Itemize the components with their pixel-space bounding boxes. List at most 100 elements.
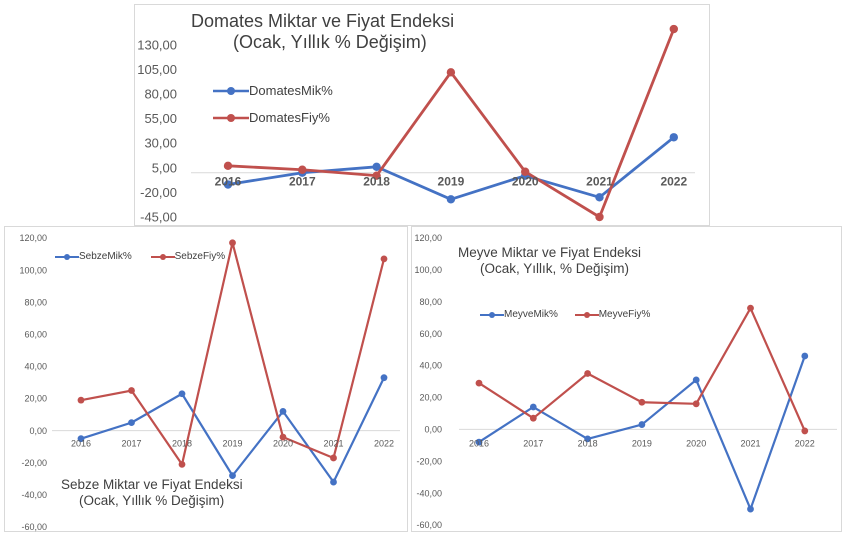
data-point [638, 421, 646, 428]
x-tick-label: 2018 [172, 439, 192, 449]
y-tick-label: 80,00 [144, 87, 177, 102]
chart-domates-title-line1: Domates Miktar ve Fiyat Endeksi [191, 11, 455, 31]
legend-marker-fiy [574, 311, 599, 318]
x-tick-label: 2017 [289, 175, 316, 189]
data-point [692, 376, 700, 384]
data-point [801, 427, 809, 435]
data-point [529, 414, 537, 422]
chart-sebze-title-line1: Sebze Miktar ve Fiyat Endeksi [61, 477, 243, 492]
data-point [595, 212, 604, 222]
y-tick-label: 60,00 [419, 329, 442, 339]
y-tick-label: -20,00 [140, 185, 177, 200]
legend-marker-fiy [150, 253, 175, 260]
data-point [446, 68, 456, 77]
x-tick-label: 2022 [660, 175, 687, 189]
chart-domates-title: Domates Miktar ve Fiyat Endeksi (Ocak, Y… [191, 11, 454, 52]
legend-item-meyve-fiy: MeyveFiy% [574, 309, 651, 320]
y-tick-label: 0,00 [424, 424, 442, 434]
legend-marker-mik [213, 86, 249, 95]
y-tick-label: 20,00 [24, 394, 47, 404]
x-tick-label: 2020 [273, 439, 293, 449]
data-point [521, 167, 530, 176]
legend-label-sebze-fiy: SebzeFiy% [174, 251, 226, 262]
data-point [475, 379, 483, 387]
legend-label-meyve-fiy: MeyveFiy% [598, 309, 651, 320]
legend-item-meyve-mik: MeyveMik% [480, 309, 558, 320]
y-tick-label: 5,00 [152, 160, 177, 175]
data-point [747, 304, 754, 312]
chart-sebze-legend: SebzeMik% SebzeFiy% [55, 251, 241, 265]
y-tick-label: -60,00 [416, 520, 442, 530]
data-point [595, 193, 604, 202]
data-point [229, 239, 236, 247]
data-point [380, 374, 388, 382]
chart-meyve-title-line2: (Ocak, Yıllık, % Değişim) [480, 260, 630, 276]
y-tick-label: -40,00 [21, 490, 47, 500]
chart-sebze-plot: 120,00 100,00 80,00 60,00 40,00 20,00 0,00 -20,… [19, 233, 400, 532]
x-tick-label: 2016 [71, 439, 91, 449]
data-point [178, 460, 186, 468]
data-point [330, 478, 337, 486]
y-tick-label: -45,00 [140, 210, 177, 225]
y-tick-label: 40,00 [24, 362, 47, 372]
legend-item-domates-fiy: DomatesFiy% [213, 110, 333, 125]
x-tick-label: 2019 [632, 438, 652, 448]
chart-sebze-title-line2: (Ocak, Yıllık % Değişim) [79, 492, 225, 508]
legend-label-domates-mik: DomatesMik% [249, 83, 333, 98]
legend-label-domates-fiy: DomatesFiy% [249, 110, 330, 125]
series-line-MeyveMik% [478, 355, 806, 511]
y-tick-label: 100,00 [414, 265, 442, 275]
data-point [279, 408, 287, 415]
data-point [475, 438, 483, 446]
y-tick-label: -60,00 [21, 522, 47, 532]
x-tick-label: 2016 [469, 438, 489, 448]
y-tick-label: 40,00 [419, 361, 442, 371]
data-point [380, 255, 388, 263]
y-tick-label: 130,00 [137, 37, 177, 52]
series-line-MeyveFiy% [478, 307, 806, 432]
data-point [128, 419, 135, 427]
x-tick-label: 2021 [323, 439, 343, 449]
x-tick-label: 2018 [363, 175, 390, 189]
chart-domates-legend: DomatesMik% DomatesFiy% [213, 83, 333, 137]
data-point [372, 162, 381, 172]
chart-sebze-title: Sebze Miktar ve Fiyat Endeksi (Ocak, Yıl… [61, 477, 243, 508]
legend-item-sebze-mik: SebzeMik% [55, 251, 132, 262]
chart-meyve-plot: 120,00 100,00 80,00 60,00 40,00 20,00 0,00 -20,… [414, 233, 837, 530]
chart-meyve-legend: MeyveMik% MeyveFiy% [480, 309, 664, 323]
y-tick-label: 80,00 [24, 297, 47, 307]
data-point [529, 403, 537, 411]
y-tick-label: 30,00 [144, 136, 177, 151]
data-point [223, 161, 233, 171]
data-point [229, 472, 236, 480]
y-tick-label: 120,00 [19, 233, 47, 243]
data-point [279, 433, 287, 441]
legend-marker-fiy [213, 113, 249, 122]
y-tick-label: -40,00 [416, 488, 442, 498]
y-tick-label: 100,00 [19, 265, 47, 275]
x-tick-label: 2020 [512, 175, 539, 189]
legend-marker-mik [480, 311, 504, 318]
x-tick-label: 2018 [578, 438, 598, 448]
chart-meyve: 120,00 100,00 80,00 60,00 40,00 20,00 0,00 -20,… [411, 226, 842, 532]
data-point [801, 352, 809, 360]
data-point [298, 165, 307, 174]
data-point [446, 195, 456, 204]
data-point [77, 396, 85, 404]
chart-domates-title-line2: (Ocak, Yıllık % Değişim) [233, 31, 427, 52]
x-tick-label: 2016 [215, 175, 242, 189]
data-point [638, 398, 646, 406]
data-point [372, 171, 381, 180]
y-tick-label: 20,00 [419, 393, 442, 403]
x-tick-label: 2022 [795, 438, 815, 448]
chart-meyve-title-line1: Meyve Miktar ve Fiyat Endeksi [458, 245, 642, 260]
x-tick-label: 2019 [222, 439, 242, 449]
x-tick-label: 2021 [740, 438, 760, 448]
x-tick-label: 2021 [586, 175, 613, 189]
data-point [584, 370, 591, 377]
y-tick-label: 0,00 [29, 426, 47, 436]
legend-marker-mik [55, 253, 79, 260]
legend-item-sebze-fiy: SebzeFiy% [150, 251, 226, 262]
data-point [223, 180, 233, 189]
x-tick-label: 2022 [374, 439, 394, 449]
